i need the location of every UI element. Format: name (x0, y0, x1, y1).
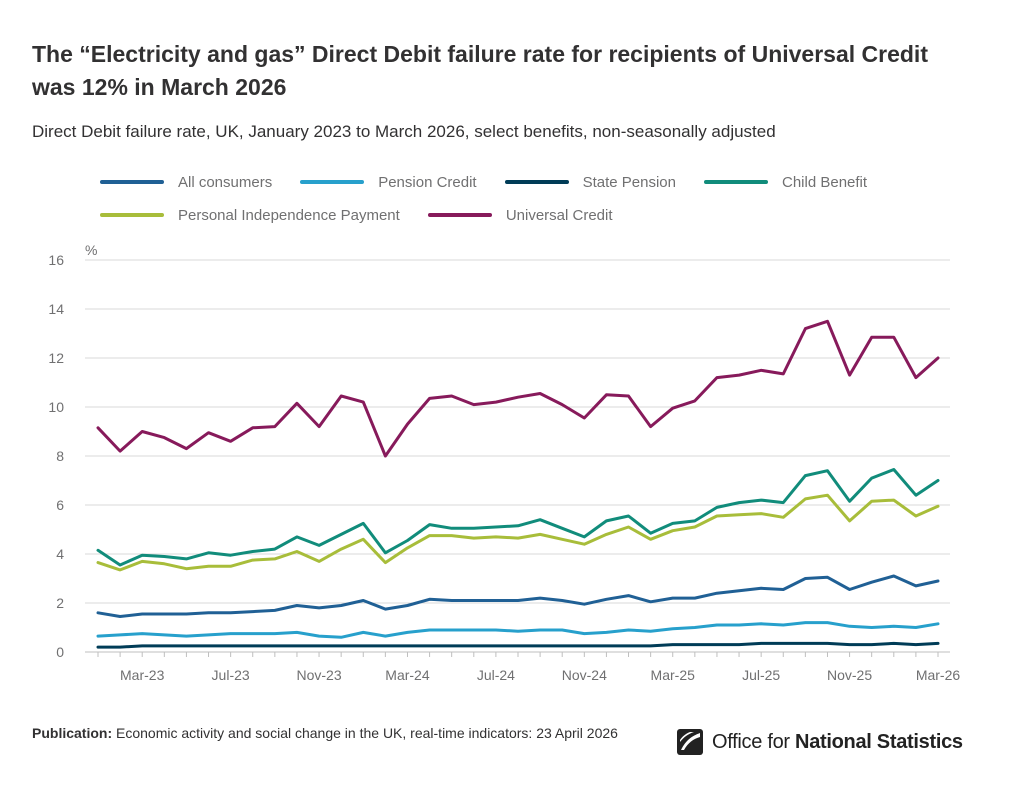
legend-item-universal-credit[interactable]: Universal Credit (427, 206, 613, 224)
legend-item-pip[interactable]: Personal Independence Payment (100, 207, 400, 224)
x-tick-label-mar-24: Mar-24 (385, 667, 430, 683)
legend-swatch-pip (100, 213, 164, 217)
y-tick-label-4: 4 (56, 546, 64, 562)
series-line-all-consumers[interactable] (96, 574, 940, 618)
y-tick-label-12: 12 (48, 350, 64, 366)
line-chart: 0 2 4 6 8 10 12 14 16 Mar-23 Jul-23 Nov-23 Mar-24 Ju… (48, 242, 961, 683)
y-tick-label-6: 6 (56, 497, 64, 513)
series-line-universal-credit[interactable] (96, 319, 940, 458)
legend-row-2: Personal Independence Payment Universal … (100, 203, 980, 227)
legend-item-state-pension[interactable]: State Pension (504, 173, 676, 191)
legend-item-pension-credit[interactable]: Pension Credit (300, 173, 477, 191)
legend-label-state-pension: State Pension (582, 173, 676, 191)
y-tick-label-16: 16 (48, 252, 64, 268)
legend-label-pip: Personal Independence Payment (178, 206, 400, 224)
chart-title: The “Electricity and gas” Direct Debit f… (32, 41, 928, 100)
legend-item-child-benefit[interactable]: Child Benefit (704, 174, 867, 191)
legend-label-universal-credit: Universal Credit (505, 206, 613, 224)
legend-swatch-pension-credit (300, 180, 365, 184)
legend-swatch-all-consumers (100, 180, 164, 184)
y-tick-label-10: 10 (48, 399, 64, 415)
publication-footer: Publication: Economic activity and socia… (32, 723, 652, 744)
ons-logo-text-plain: Office for (712, 730, 790, 753)
y-axis: 0 2 4 6 8 10 12 14 16 (48, 252, 64, 660)
series-line-child-benefit[interactable] (96, 468, 940, 567)
x-tick-label-jul-24: Jul-24 (477, 667, 515, 683)
x-tick-label-mar-25: Mar-25 (651, 667, 696, 683)
series-line-state-pension[interactable] (96, 641, 940, 649)
ons-logo-icon (677, 729, 703, 755)
series-line-personal-independence-payment[interactable] (96, 493, 940, 572)
y-tick-label-8: 8 (56, 448, 64, 464)
x-tick-label-mar-23: Mar-23 (120, 667, 165, 683)
y-tick-label-2: 2 (56, 595, 64, 611)
series-line-pension-credit[interactable] (96, 621, 940, 639)
x-tick-label-nov-25: Nov-25 (827, 667, 872, 683)
x-tick-label-nov-24: Nov-24 (562, 667, 607, 683)
legend-item-all-consumers[interactable]: All consumers (100, 174, 272, 191)
y-tick-label-14: 14 (48, 301, 64, 317)
ons-logo[interactable]: Office for National Statistics (676, 728, 963, 756)
legend-swatch-universal-credit (427, 213, 492, 217)
series-lines (96, 319, 940, 649)
legend-label-child-benefit: Child Benefit (782, 173, 868, 191)
ons-logo-text: Office for National Statistics (712, 731, 963, 754)
y-tick-label-0: 0 (56, 644, 64, 660)
x-tick-label-nov-23: Nov-23 (296, 667, 341, 683)
gridlines (85, 259, 950, 653)
x-tick-label-jul-23: Jul-23 (212, 667, 250, 683)
chart-legend: All consumers Pension Credit State Pensi… (100, 170, 980, 236)
legend-label-all-consumers: All consumers (178, 173, 273, 191)
y-axis-unit-label: % (85, 242, 97, 258)
legend-swatch-child-benefit (704, 180, 768, 184)
legend-row-1: All consumers Pension Credit State Pensi… (100, 170, 980, 194)
legend-swatch-state-pension (504, 180, 569, 184)
publication-label: Publication: (32, 725, 113, 741)
ons-logo-text-bold: National Statistics (795, 730, 963, 753)
publication-text[interactable]: Economic activity and social change in t… (116, 725, 618, 741)
x-tick-label-mar-26: Mar-26 (916, 667, 961, 683)
legend-label-pension-credit: Pension Credit (378, 173, 477, 191)
x-axis: Mar-23 Jul-23 Nov-23 Mar-24 Jul-24 Nov-24 Mar-… (97, 652, 961, 683)
chart-subtitle: Direct Debit failure rate, UK, January 2… (32, 122, 776, 141)
x-tick-label-jul-25: Jul-25 (742, 667, 780, 683)
